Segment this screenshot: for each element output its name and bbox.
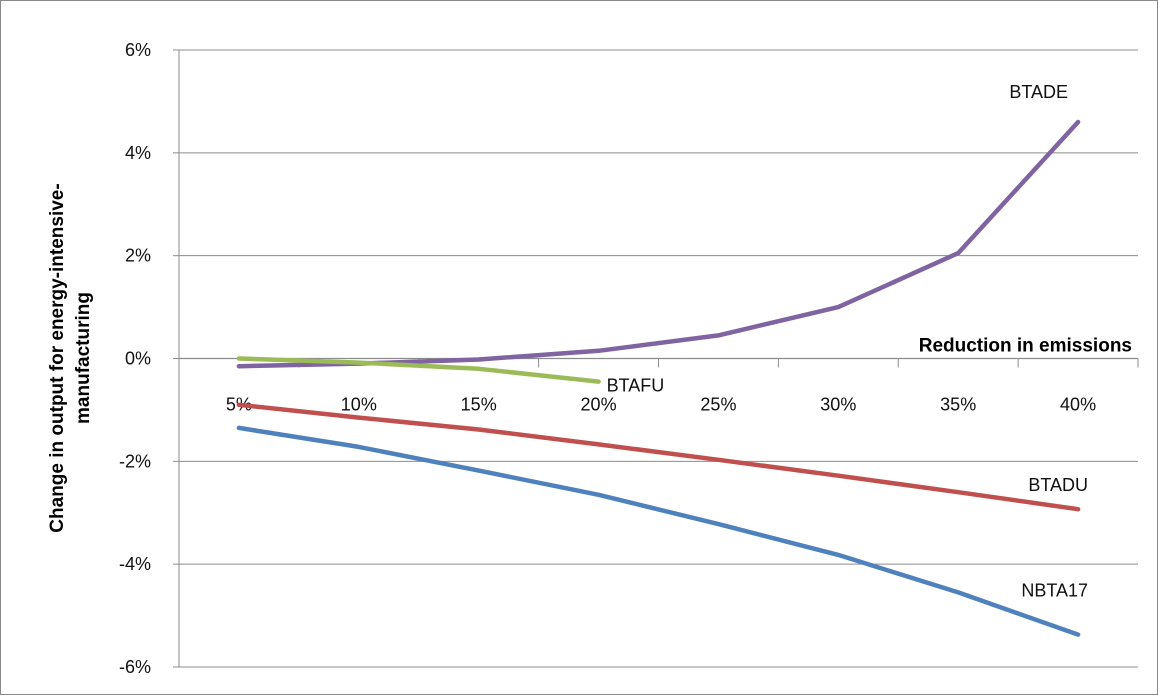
y-tick-label: -6%	[119, 657, 151, 677]
y-axis-title-line: manufacturing	[73, 292, 94, 424]
y-tick-labels: -6% -4% -2% 0% 2% 4% 6%	[119, 40, 151, 677]
x-tick-label: 30%	[820, 395, 856, 415]
x-axis-title: Reduction in emissions	[919, 336, 1132, 357]
series-lines	[236, 119, 1081, 637]
x-tick-label: 15%	[461, 395, 497, 415]
y-tick-label: 2%	[125, 246, 151, 266]
series-label-nbta17: NBTA17	[1021, 581, 1088, 601]
series-label-btade: BTADE	[1009, 82, 1068, 102]
series-label-btafu: BTAFU	[607, 376, 665, 396]
series-line-btadu	[236, 402, 1081, 512]
series-line-btade	[236, 119, 1081, 369]
y-tick-label: -2%	[119, 451, 151, 471]
x-tick-label: 10%	[341, 395, 377, 415]
x-tick-labels: 5% 10% 15% 20% 25% 30% 35% 40%	[226, 395, 1096, 415]
series-labels: BTADE BTAFU BTADU NBTA17	[607, 82, 1089, 601]
y-tick-label: 0%	[125, 349, 151, 369]
y-axis-title-line: Change in output for energy-intensive-	[47, 183, 68, 532]
y-tick-label: -4%	[119, 554, 151, 574]
series-line-nbta17	[236, 425, 1081, 637]
x-tick-label: 25%	[700, 395, 736, 415]
series-label-btadu: BTADU	[1028, 475, 1088, 495]
y-tick-label: 6%	[125, 40, 151, 60]
axes	[173, 49, 1139, 668]
y-tick-label: 4%	[125, 143, 151, 163]
x-tick-label: 35%	[940, 395, 976, 415]
x-tick-label: 20%	[581, 395, 617, 415]
y-axis-title: Change in output for energy-intensive-ma…	[47, 183, 94, 532]
x-tick-label: 40%	[1060, 395, 1096, 415]
series-line-btafu	[236, 356, 601, 384]
